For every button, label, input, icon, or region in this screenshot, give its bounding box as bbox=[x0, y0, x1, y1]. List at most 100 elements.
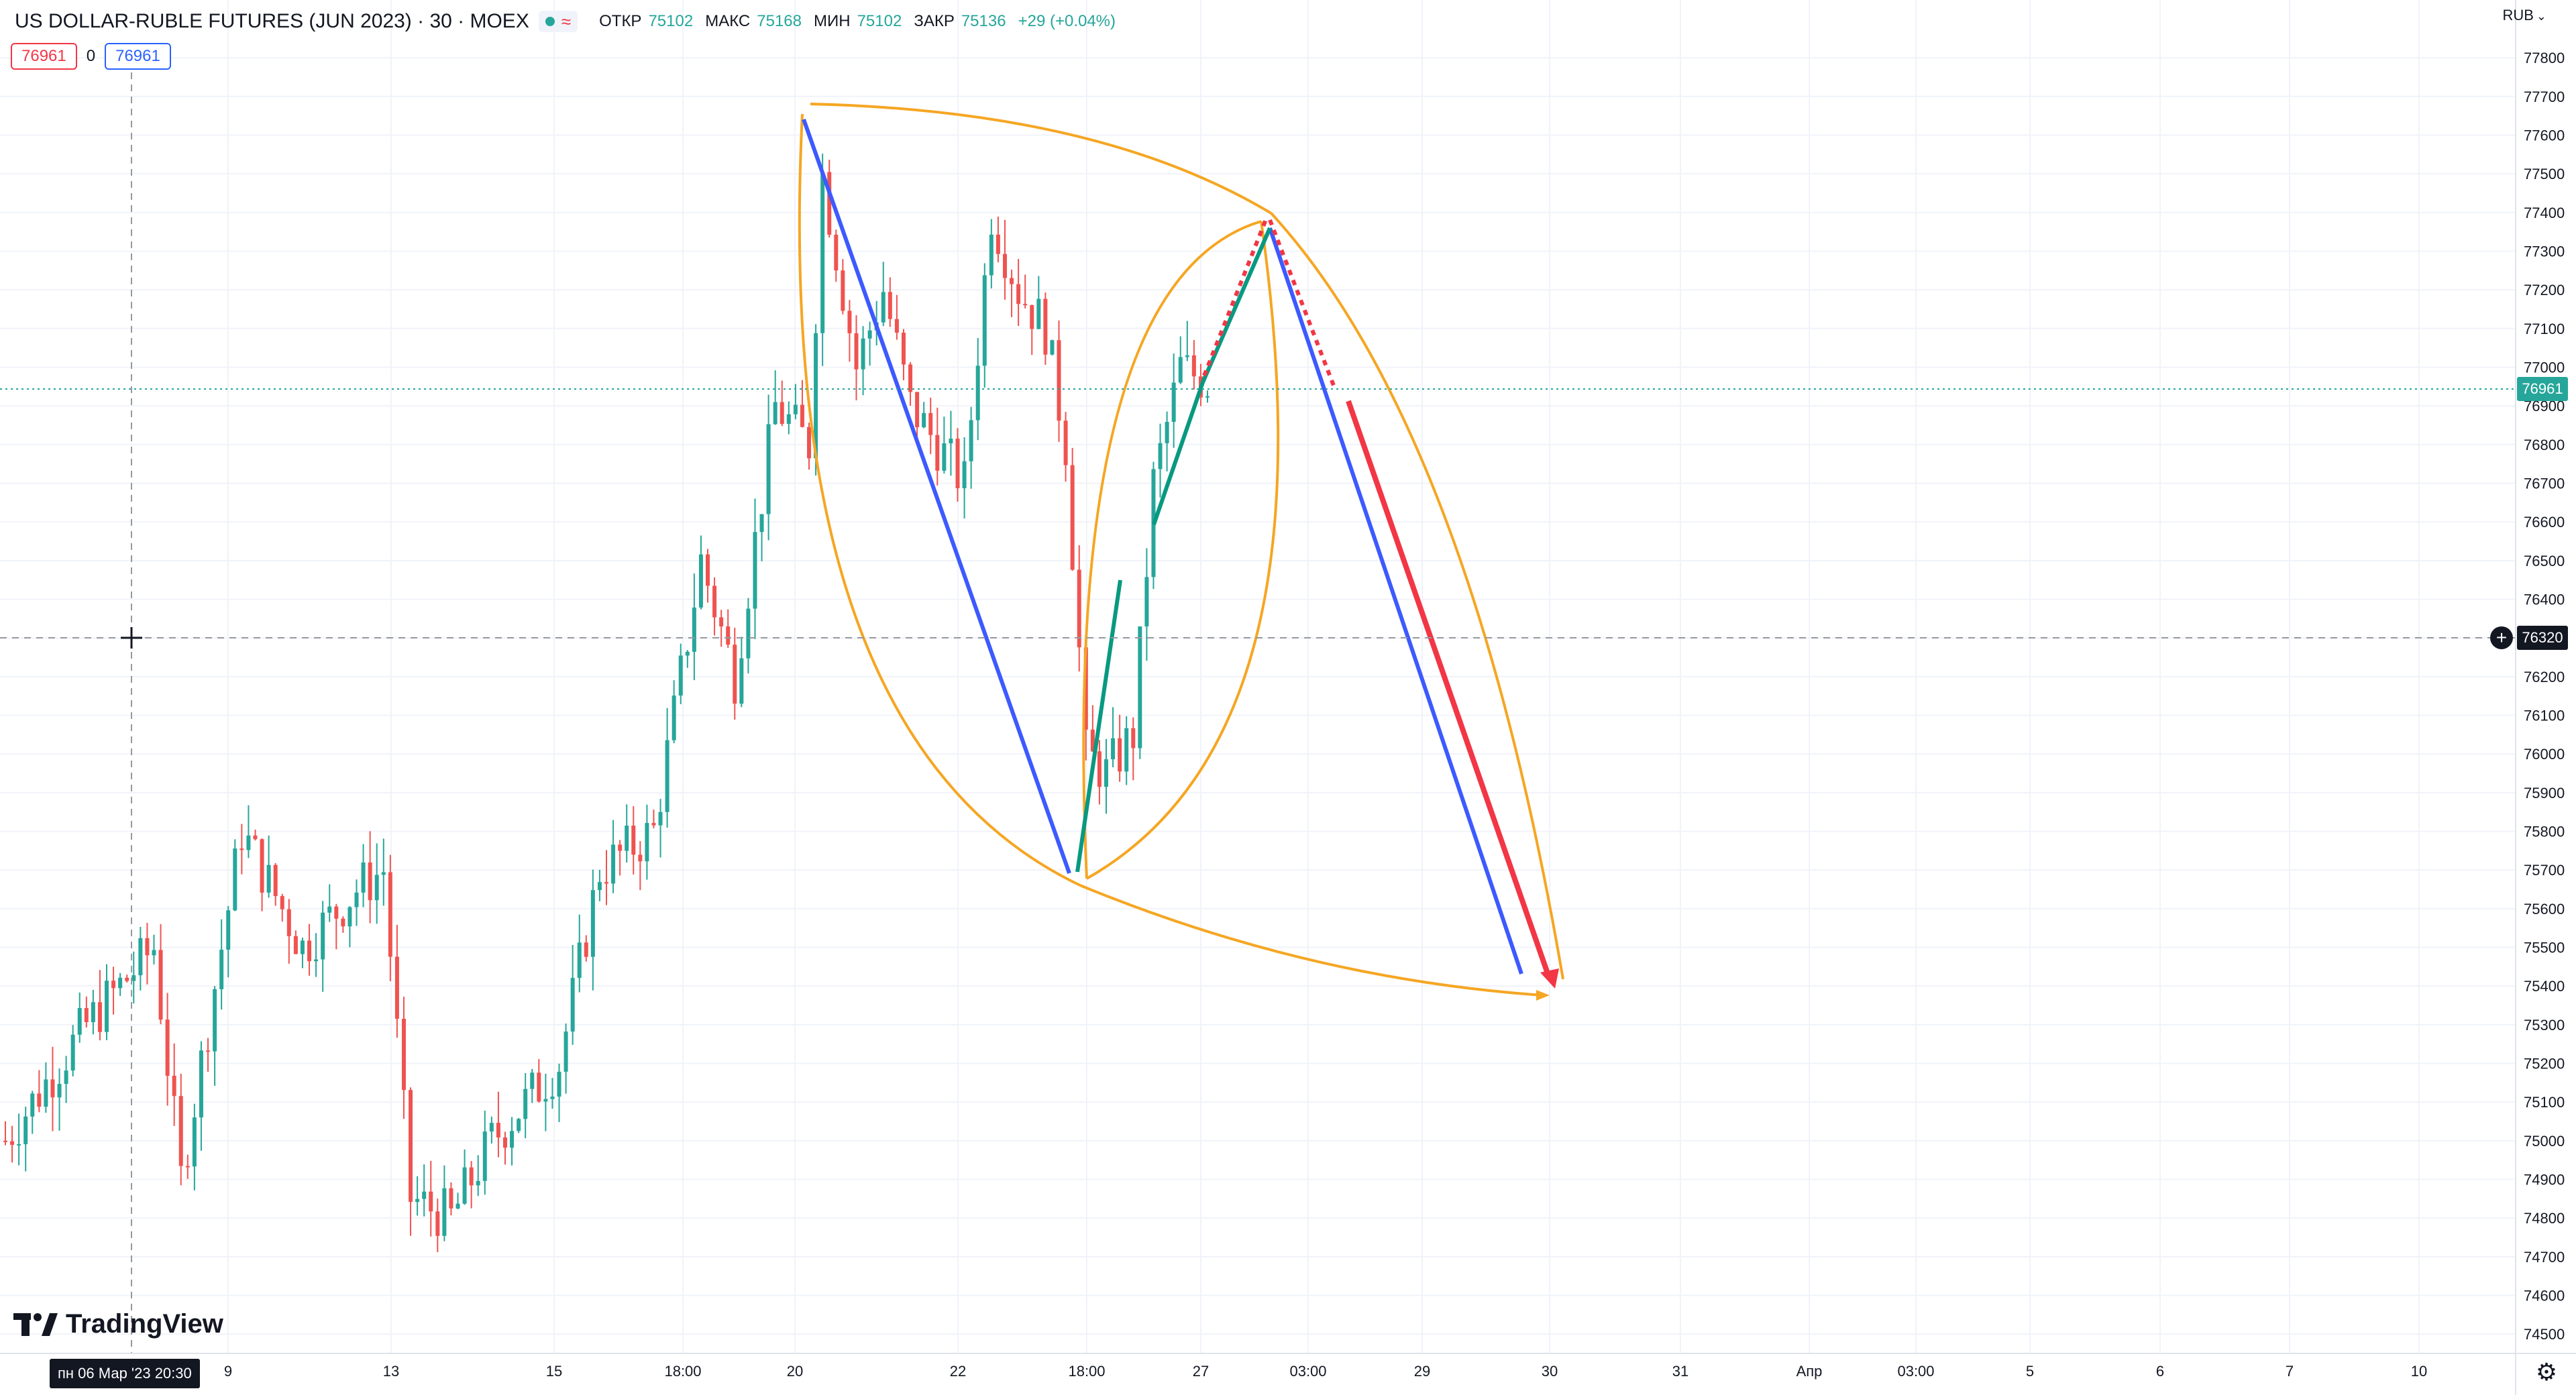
candle-body bbox=[942, 443, 947, 471]
time-tick-label: 7 bbox=[2286, 1363, 2294, 1380]
candle-body bbox=[482, 1131, 487, 1181]
time-tick-label: 20 bbox=[787, 1363, 803, 1380]
candle bbox=[1077, 545, 1081, 672]
tradingview-logo-icon bbox=[13, 1313, 58, 1336]
candle-body bbox=[1165, 422, 1169, 443]
price-tick-label: 75300 bbox=[2524, 1017, 2565, 1034]
candle bbox=[300, 937, 305, 968]
candle bbox=[1191, 340, 1196, 390]
red-projection-line bbox=[1346, 400, 1552, 981]
candle-body bbox=[449, 1188, 453, 1209]
candle-body bbox=[266, 864, 271, 893]
candle-body bbox=[1016, 284, 1021, 304]
candle-body bbox=[922, 412, 926, 428]
candle-body bbox=[631, 826, 636, 855]
gear-icon[interactable]: ⚙ bbox=[2535, 1358, 2558, 1386]
candle-body bbox=[841, 270, 845, 311]
red-dotted-arrow-up bbox=[1202, 217, 1269, 377]
candle bbox=[1205, 390, 1210, 403]
tradingview-wordmark: TradingView bbox=[66, 1309, 223, 1339]
time-tick-label: 15 bbox=[546, 1363, 562, 1380]
price-tick-label: 75000 bbox=[2524, 1133, 2565, 1150]
fan-curve-left bbox=[798, 113, 1081, 887]
candle bbox=[422, 1164, 427, 1217]
candle bbox=[1111, 707, 1116, 767]
price-tick-label: 74600 bbox=[2524, 1287, 2565, 1304]
low-value: 75102 bbox=[857, 12, 902, 30]
candle-body bbox=[354, 892, 359, 907]
candle-body bbox=[888, 292, 892, 319]
buy-button[interactable]: 76961 bbox=[105, 43, 171, 70]
candle bbox=[793, 384, 798, 420]
candle bbox=[1016, 259, 1021, 327]
candle-body bbox=[915, 392, 920, 428]
market-status-pill[interactable]: ≈ bbox=[538, 11, 578, 32]
candle-body bbox=[590, 890, 595, 957]
candle bbox=[625, 804, 629, 862]
crosshair bbox=[0, 60, 2516, 1353]
price-tick-label: 75100 bbox=[2524, 1094, 2565, 1111]
candle bbox=[226, 905, 231, 978]
candle bbox=[1043, 292, 1048, 365]
candle bbox=[1138, 626, 1142, 759]
candle bbox=[354, 879, 359, 926]
candle bbox=[1002, 219, 1007, 300]
candle-body bbox=[219, 950, 224, 989]
candle-body bbox=[347, 907, 352, 927]
candle bbox=[1151, 461, 1156, 590]
drawing-overlays[interactable] bbox=[798, 103, 1564, 1001]
candle bbox=[1050, 339, 1055, 355]
candle-body bbox=[1023, 304, 1028, 306]
candle-body bbox=[111, 981, 116, 989]
current-price-badge: 76961 bbox=[2517, 377, 2568, 401]
green-impulse-path-2 bbox=[1152, 227, 1272, 525]
candle bbox=[881, 262, 885, 327]
candle bbox=[496, 1091, 500, 1158]
candle-body bbox=[773, 402, 777, 425]
candle-body bbox=[604, 882, 608, 884]
time-tick-label: 13 bbox=[383, 1363, 399, 1380]
price-tick-label: 77500 bbox=[2524, 166, 2565, 182]
candle-body bbox=[982, 275, 987, 366]
candle-body bbox=[469, 1167, 474, 1186]
symbol-title[interactable]: US DOLLAR-RUBLE FUTURES (JUN 2023) · 30 … bbox=[15, 10, 529, 32]
candle bbox=[1090, 705, 1095, 752]
price-tick-label: 74800 bbox=[2524, 1210, 2565, 1227]
price-tick-label: 76700 bbox=[2524, 475, 2565, 492]
price-axis[interactable]: 77800 77700 77600 77500 77400 77300 77200 77100… bbox=[2524, 50, 2565, 1343]
candle-body bbox=[199, 1050, 203, 1118]
candle bbox=[118, 972, 123, 996]
candle-body bbox=[861, 338, 865, 370]
candle-body bbox=[753, 532, 757, 609]
candle-body bbox=[543, 1099, 548, 1102]
candle bbox=[712, 577, 717, 636]
candle-body bbox=[3, 1140, 7, 1142]
candle-body bbox=[246, 835, 251, 850]
time-axis[interactable]: 9 13 15 18:00 20 22 18:00 27 03:00 29 30 31 Апр 03:00… bbox=[224, 1363, 2427, 1380]
candle bbox=[3, 1121, 7, 1146]
time-tick-label: 10 bbox=[2411, 1363, 2427, 1380]
candle bbox=[489, 1116, 494, 1143]
tradingview-logo[interactable]: TradingView bbox=[13, 1309, 223, 1339]
candle-body bbox=[334, 906, 339, 919]
candle bbox=[942, 416, 947, 474]
add-alert-plus-icon[interactable]: + bbox=[2490, 626, 2513, 649]
candle-body bbox=[286, 909, 291, 936]
time-tick-label: 6 bbox=[2156, 1363, 2164, 1380]
sell-button[interactable]: 76961 bbox=[11, 43, 77, 70]
candle-body bbox=[564, 1031, 568, 1072]
candle bbox=[233, 839, 237, 911]
candle bbox=[719, 610, 724, 647]
candle-body bbox=[894, 319, 899, 333]
fan-curve-top bbox=[810, 103, 1273, 215]
candle-body bbox=[253, 835, 258, 840]
candle bbox=[70, 1025, 75, 1077]
candle bbox=[199, 1041, 203, 1151]
candle bbox=[286, 899, 291, 964]
price-tick-label: 77600 bbox=[2524, 127, 2565, 144]
candle-body bbox=[341, 918, 345, 927]
candle-body bbox=[1124, 728, 1129, 772]
candle bbox=[455, 1192, 460, 1210]
currency-selector[interactable]: RUB ⌄ bbox=[2502, 7, 2546, 24]
